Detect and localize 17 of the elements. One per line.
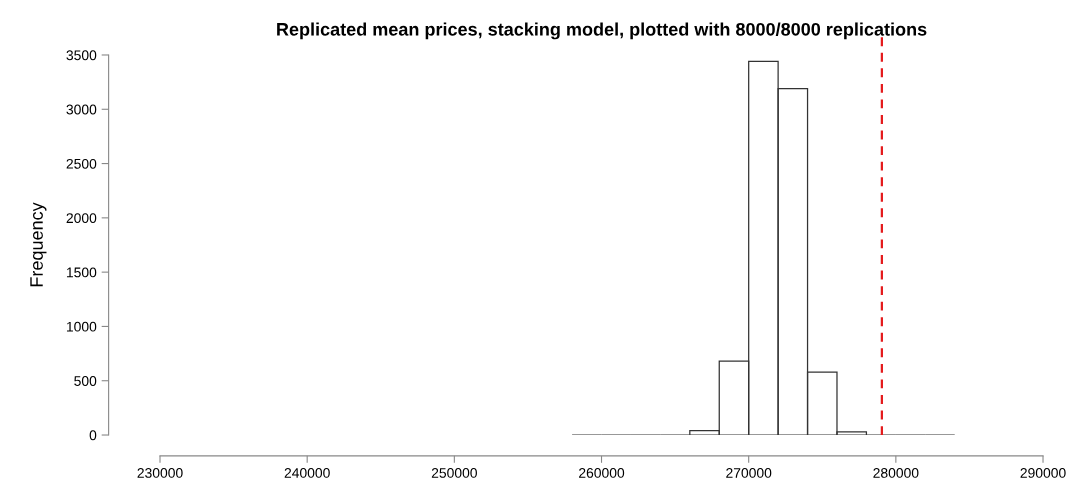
x-tick-label: 230000: [137, 468, 183, 478]
x-tick-label: 270000: [726, 468, 772, 478]
x-tick-label: 250000: [431, 468, 477, 478]
x-tick-label: 260000: [579, 468, 625, 478]
y-tick-label: 3500: [66, 50, 97, 61]
x-tick-label: 280000: [873, 468, 919, 478]
y-axis-title: Frequency: [30, 202, 47, 287]
y-tick-label: 500: [74, 376, 97, 386]
y-tick-label: 2500: [66, 158, 97, 169]
y-tick-label: 2000: [66, 213, 97, 224]
x-tick-label: 240000: [284, 468, 330, 478]
y-tick-label: 1500: [66, 267, 97, 278]
y-tick-label: 0: [89, 430, 97, 441]
chart-title: Replicated mean prices, stacking model, plotted with 8000/8000 replications: [277, 22, 927, 40]
x-tick-label: 290000: [1020, 468, 1066, 478]
y-tick-label: 3000: [66, 104, 97, 115]
y-tick-label: 1000: [66, 321, 97, 332]
